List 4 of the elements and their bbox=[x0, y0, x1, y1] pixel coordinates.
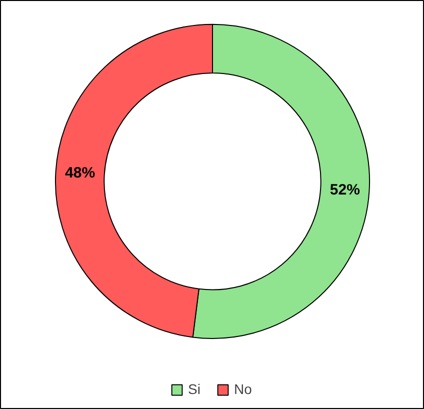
data-label: 52% bbox=[330, 181, 360, 198]
legend-label: No bbox=[234, 381, 253, 397]
data-label: 48% bbox=[65, 164, 96, 182]
legend-label: Si bbox=[188, 381, 202, 397]
